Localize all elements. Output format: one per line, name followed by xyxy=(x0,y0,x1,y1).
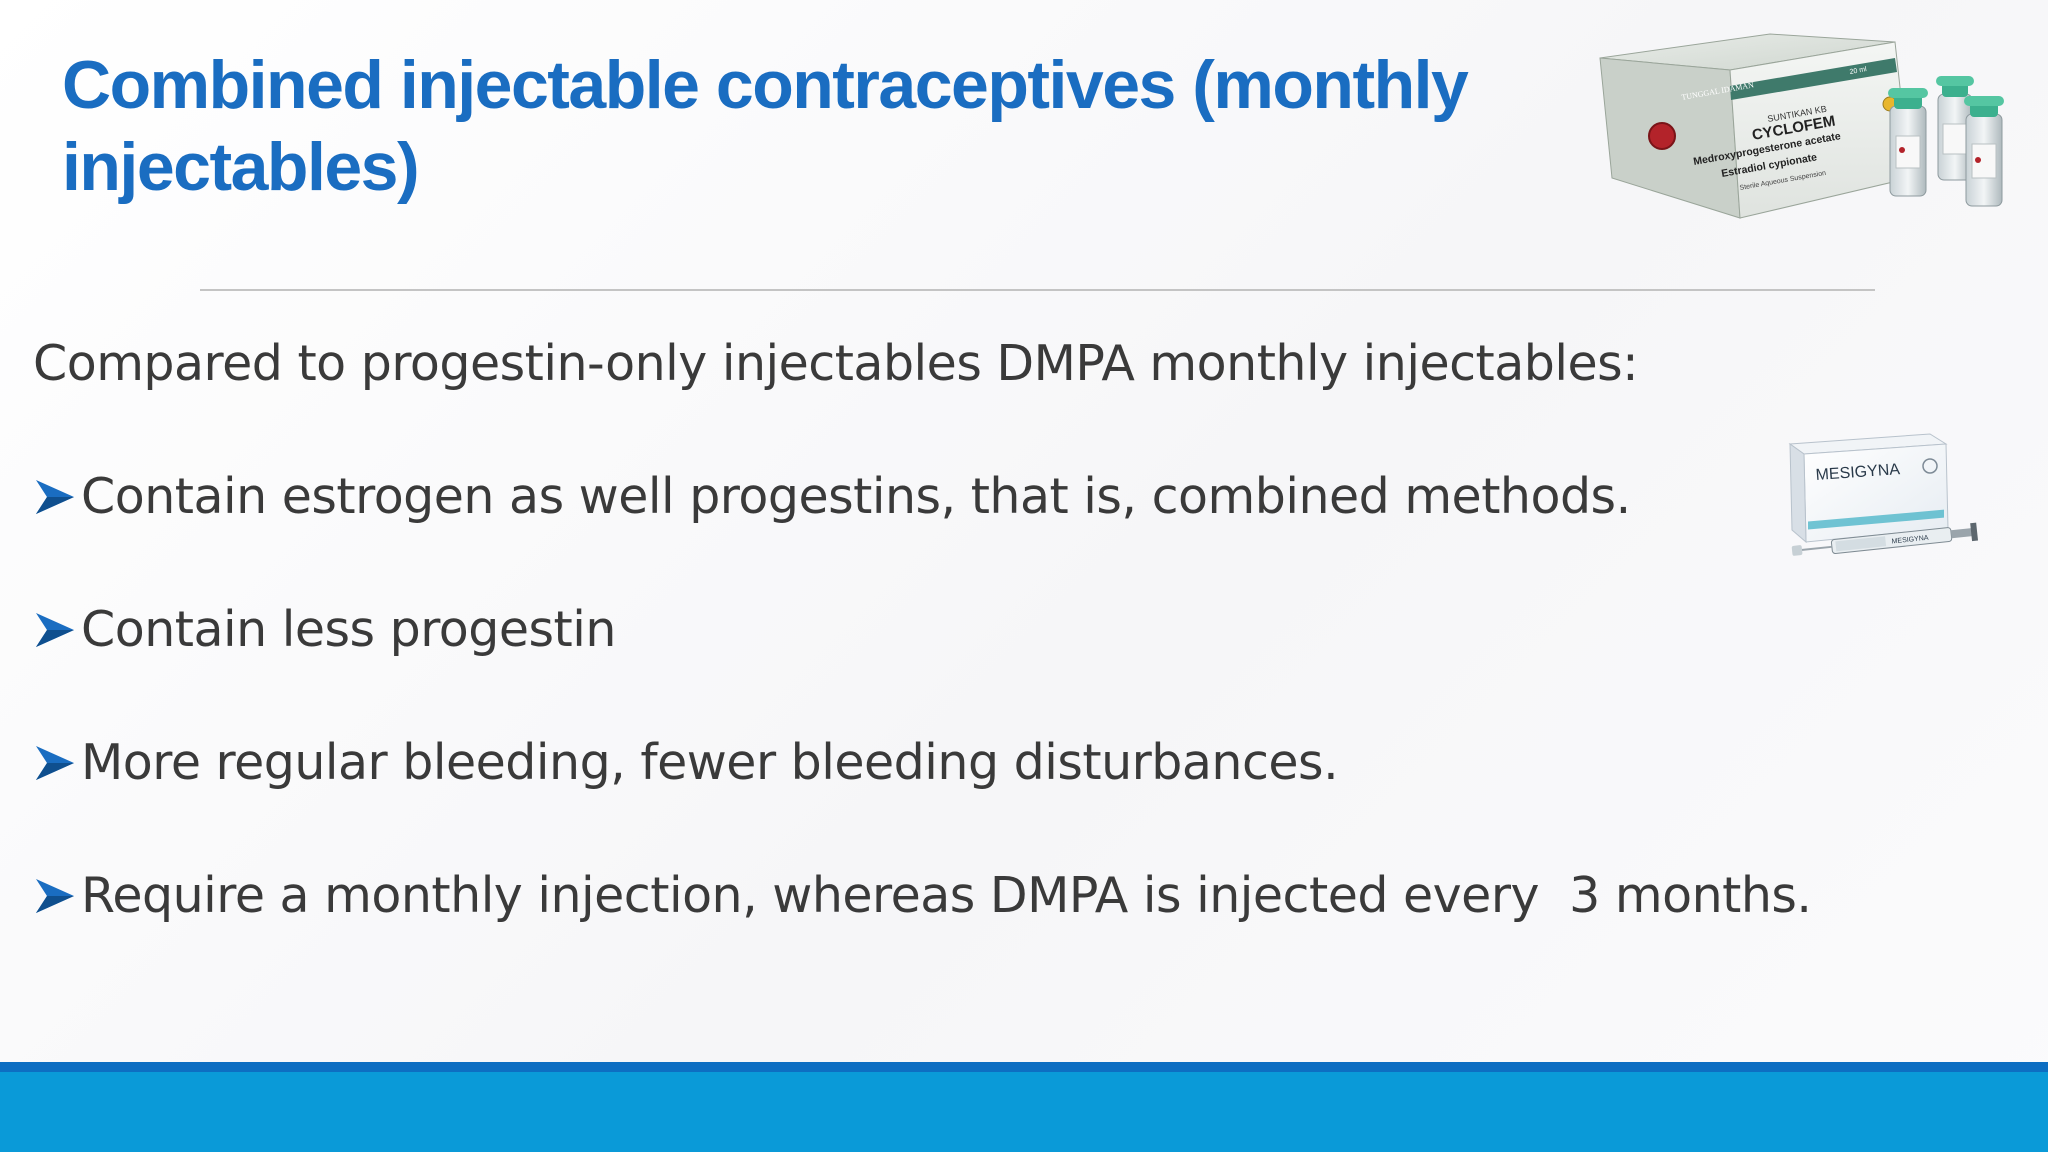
bullet-text: Contain estrogen as well progestins, tha… xyxy=(81,468,1631,525)
title-divider xyxy=(200,289,1875,291)
vial-icon xyxy=(1964,96,2004,207)
vial-icon xyxy=(1936,76,1974,181)
cyclofem-logo-icon xyxy=(1648,122,1676,150)
arrowhead-bullet-icon xyxy=(36,480,74,514)
mesigyna-brand-text: MESIGYNA xyxy=(1815,461,1901,484)
bayer-logo-icon xyxy=(1922,458,1938,474)
mesigyna-box-photo: MESIGYNA MESIGYNA xyxy=(1788,433,1979,556)
list-item: More regular bleeding, fewer bleeding di… xyxy=(33,733,1812,793)
slide-title: Combined injectable contraceptives (mont… xyxy=(62,47,1469,205)
arrowhead-bullet-icon xyxy=(36,879,74,913)
list-item: Require a monthly injection, whereas DMP… xyxy=(33,866,1812,926)
bullet-text: Require a monthly injection, whereas DMP… xyxy=(81,867,1812,924)
footer-band xyxy=(0,1062,2048,1152)
list-item: Contain less progestin xyxy=(33,600,1812,660)
syringe-icon: MESIGYNA xyxy=(1791,522,1979,556)
syringe-label-text: MESIGYNA xyxy=(1891,535,1929,546)
list-item: Contain estrogen as well progestins, tha… xyxy=(33,467,1812,527)
intro-text: Compared to progestin-only injectables D… xyxy=(33,335,1639,392)
cyclofem-volume-text: 20 ml xyxy=(1849,66,1868,76)
bullet-list: Contain estrogen as well progestins, tha… xyxy=(33,467,1812,999)
arrowhead-bullet-icon xyxy=(36,746,74,780)
bullet-text: More regular bleeding, fewer bleeding di… xyxy=(81,734,1339,791)
vial-icon xyxy=(1888,88,1928,197)
bullet-text: Contain less progestin xyxy=(81,601,616,658)
arrowhead-bullet-icon xyxy=(36,613,74,647)
cyclofem-box-photo: TUNGGAL IDAMAN 20 ml SUNTIKAN KB CYCLOFE… xyxy=(1599,33,2004,219)
